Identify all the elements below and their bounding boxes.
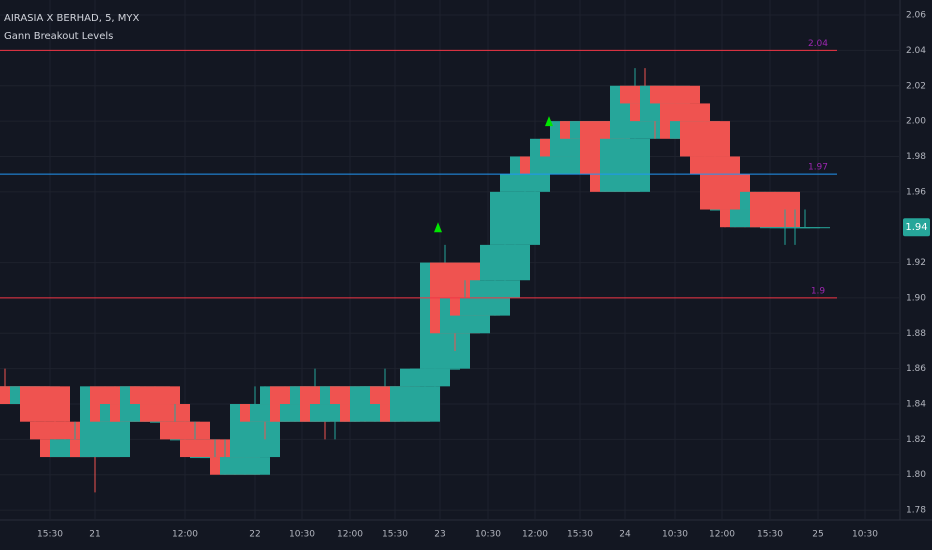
buy-signal — [545, 116, 553, 127]
x-tick-label: 10:30 — [289, 530, 315, 540]
buy-signal — [434, 222, 442, 233]
last-price-badge — [903, 218, 930, 237]
candle-body — [180, 439, 230, 458]
y-tick-label: 1.88 — [906, 329, 926, 339]
plot — [0, 49, 837, 493]
candle-body — [220, 457, 270, 475]
x-tick-label: 21 — [89, 530, 100, 540]
y-tick-label: 1.86 — [906, 364, 926, 374]
y-tick-label: 2.06 — [906, 11, 926, 21]
candle-body — [400, 368, 450, 387]
x-tick-label: 10:30 — [852, 530, 878, 540]
y-tick-label: 1.98 — [906, 152, 926, 162]
level-label: 1.9 — [811, 286, 826, 296]
candle-body — [30, 421, 80, 440]
candle-body — [140, 404, 190, 422]
candle-body — [490, 191, 540, 245]
candle-body — [390, 386, 440, 422]
y-tick-label: 2.04 — [906, 46, 926, 56]
y-tick-label: 2.00 — [906, 117, 926, 127]
x-tick-label: 23 — [434, 530, 445, 540]
x-tick-label: 15:30 — [757, 530, 783, 540]
candle-body — [650, 85, 700, 104]
candle-body — [500, 174, 550, 192]
candle-body — [480, 244, 530, 281]
y-tick-label: 1.80 — [906, 470, 926, 480]
candle-body — [460, 297, 510, 316]
y-tick-label: 1.90 — [906, 293, 926, 303]
y-tick-label: 1.82 — [906, 435, 926, 445]
x-tick-label: 24 — [619, 530, 631, 540]
y-tick-label: 1.92 — [906, 258, 926, 268]
indicator-name: Gann Breakout Levels — [4, 31, 113, 42]
candle-body — [130, 386, 180, 405]
candle-body — [600, 138, 650, 192]
level-label: 2.04 — [808, 39, 828, 49]
candle-body — [750, 191, 800, 228]
level-label: 1.97 — [808, 163, 828, 173]
x-tick-label: 15:30 — [37, 530, 63, 540]
candle-body — [470, 280, 520, 298]
last-price-label: 1.94 — [905, 222, 927, 233]
x-tick-label: 15:30 — [567, 530, 593, 540]
y-tick-label: 1.84 — [906, 400, 926, 410]
x-tick-label: 12:00 — [522, 530, 548, 540]
candle-body — [20, 386, 70, 422]
x-tick-label: 12:00 — [337, 530, 363, 540]
y-tick-label: 2.02 — [906, 81, 926, 91]
candle-body — [680, 121, 730, 157]
candle-body — [690, 156, 740, 175]
candle-body — [160, 421, 210, 440]
x-tick-label: 15:30 — [382, 530, 408, 540]
x-tick-label: 25 — [812, 530, 823, 540]
x-tick-label: 10:30 — [662, 530, 688, 540]
y-tick-label: 1.78 — [906, 506, 926, 516]
candle-body — [410, 368, 460, 370]
x-tick-label: 12:00 — [172, 530, 198, 540]
candle-body — [780, 227, 830, 229]
x-tick-label: 12:00 — [709, 530, 735, 540]
y-tick-label: 1.96 — [906, 187, 926, 197]
x-tick-label: 22 — [249, 530, 260, 540]
x-tick-label: 10:30 — [475, 530, 501, 540]
chart-title: AIRASIA X BERHAD, 5, MYX — [4, 13, 140, 24]
